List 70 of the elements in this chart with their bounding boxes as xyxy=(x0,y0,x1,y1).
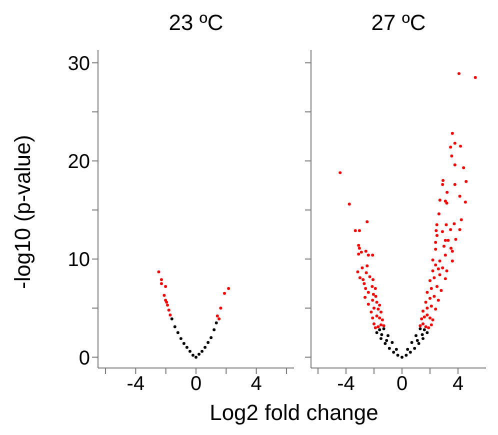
point xyxy=(182,342,186,345)
y-tick-label: 30 xyxy=(68,52,90,75)
point xyxy=(422,337,424,340)
point xyxy=(212,328,216,332)
point xyxy=(420,333,424,336)
point xyxy=(162,294,166,297)
point xyxy=(200,350,204,353)
point xyxy=(404,354,408,357)
point xyxy=(416,339,419,342)
point xyxy=(378,328,382,332)
point xyxy=(188,350,192,353)
point xyxy=(160,282,163,286)
point xyxy=(386,334,390,338)
x-axis-title: Log2 fold change xyxy=(208,400,380,426)
point xyxy=(375,331,378,334)
point xyxy=(166,304,169,307)
point xyxy=(204,346,207,349)
point xyxy=(194,356,198,359)
point xyxy=(408,350,412,354)
point xyxy=(219,306,222,310)
point xyxy=(394,348,398,351)
x-tick-label: 0 xyxy=(190,373,202,396)
point xyxy=(210,336,213,340)
point xyxy=(160,278,163,282)
point xyxy=(422,328,426,332)
point xyxy=(168,314,172,316)
x-tick-label: 0 xyxy=(396,373,408,396)
chart-title: 27 ºC xyxy=(370,10,427,36)
point xyxy=(382,327,386,330)
y-tick-label: 10 xyxy=(68,249,90,272)
point xyxy=(218,317,221,320)
y-axis-title: -log10 (p-value) xyxy=(10,134,35,289)
point xyxy=(173,325,176,328)
point xyxy=(390,340,394,344)
point xyxy=(406,348,410,351)
point xyxy=(198,352,201,356)
point xyxy=(392,350,396,354)
y-tick-label: 0 xyxy=(78,347,90,370)
point xyxy=(414,334,418,338)
point xyxy=(191,354,194,357)
point xyxy=(164,285,168,288)
point xyxy=(418,327,422,330)
point xyxy=(157,270,160,274)
y-tick-label: 20 xyxy=(68,151,90,174)
point xyxy=(206,340,210,344)
point xyxy=(417,342,420,345)
x-tick-label: -4 xyxy=(126,373,145,396)
chart-title: 23 ºC xyxy=(168,10,224,36)
point xyxy=(413,346,416,350)
x-tick-label: 4 xyxy=(250,373,262,396)
point xyxy=(388,346,391,350)
point xyxy=(396,354,400,357)
point xyxy=(176,331,180,334)
point xyxy=(380,333,384,336)
point xyxy=(185,346,188,349)
point xyxy=(426,331,429,334)
point xyxy=(216,314,219,318)
x-tick-label: 4 xyxy=(452,373,464,396)
point xyxy=(384,342,387,345)
point xyxy=(400,356,404,359)
x-tick-label: -4 xyxy=(337,373,355,396)
point xyxy=(385,339,388,342)
point xyxy=(179,337,182,340)
point xyxy=(227,287,230,290)
point xyxy=(223,292,226,295)
point xyxy=(410,340,414,344)
point xyxy=(170,317,174,320)
point xyxy=(167,308,170,312)
point xyxy=(214,321,218,324)
point xyxy=(380,337,382,340)
